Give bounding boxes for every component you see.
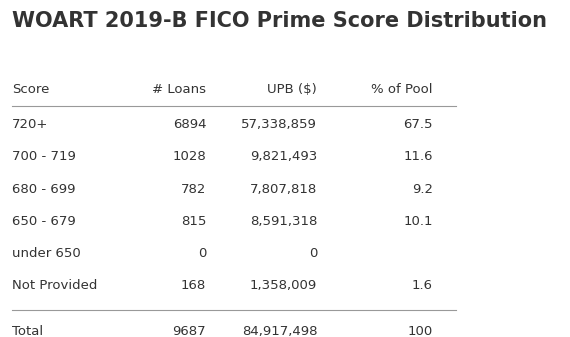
Text: 10.1: 10.1 [403,215,433,228]
Text: 700 - 719: 700 - 719 [12,150,76,163]
Text: 67.5: 67.5 [403,118,433,131]
Text: WOART 2019-B FICO Prime Score Distribution: WOART 2019-B FICO Prime Score Distributi… [12,11,547,31]
Text: 57,338,859: 57,338,859 [241,118,317,131]
Text: 9,821,493: 9,821,493 [250,150,317,163]
Text: Score: Score [12,84,50,96]
Text: 84,917,498: 84,917,498 [242,325,317,337]
Text: Not Provided: Not Provided [12,279,97,292]
Text: 9687: 9687 [173,325,206,337]
Text: 9.2: 9.2 [412,183,433,195]
Text: UPB ($): UPB ($) [267,84,317,96]
Text: 8,591,318: 8,591,318 [250,215,317,228]
Text: 0: 0 [198,247,206,260]
Text: 650 - 679: 650 - 679 [12,215,76,228]
Text: 1,358,009: 1,358,009 [250,279,317,292]
Text: # Loans: # Loans [152,84,206,96]
Text: 11.6: 11.6 [403,150,433,163]
Text: 720+: 720+ [12,118,48,131]
Text: 168: 168 [181,279,206,292]
Text: under 650: under 650 [12,247,81,260]
Text: % of Pool: % of Pool [371,84,433,96]
Text: 6894: 6894 [173,118,206,131]
Text: 680 - 699: 680 - 699 [12,183,75,195]
Text: 7,807,818: 7,807,818 [250,183,317,195]
Text: 815: 815 [181,215,206,228]
Text: Total: Total [12,325,43,337]
Text: 0: 0 [309,247,317,260]
Text: 100: 100 [408,325,433,337]
Text: 782: 782 [181,183,206,195]
Text: 1028: 1028 [173,150,206,163]
Text: 1.6: 1.6 [412,279,433,292]
